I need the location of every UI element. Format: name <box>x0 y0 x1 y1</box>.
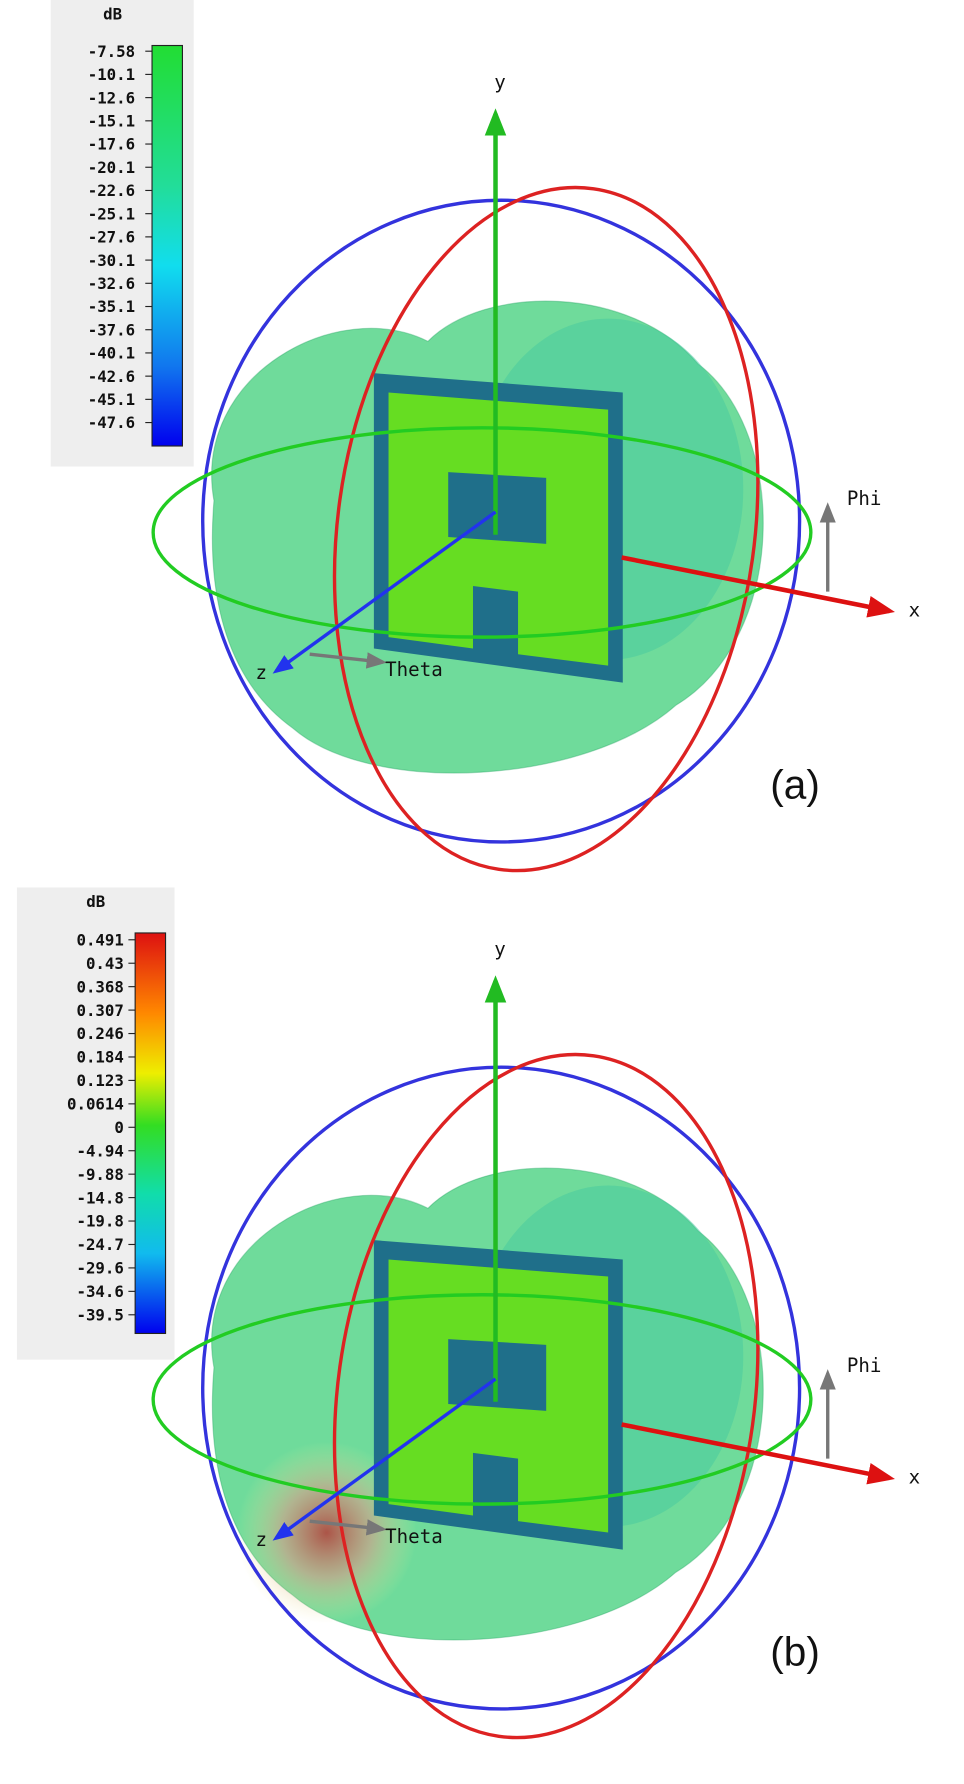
colorbar-label: -17.6 <box>88 135 135 154</box>
panel: y x z Theta Phi (b) dB 0.491 0.43 0.368 0.307 0.246… <box>16 887 921 1740</box>
colorbar-label: 0.246 <box>76 1024 123 1043</box>
colorbar-label: 0.307 <box>76 1001 123 1020</box>
colorbar-label: -40.1 <box>88 344 135 363</box>
hot-spot <box>236 1441 417 1624</box>
axis-label-y: y <box>494 938 506 961</box>
ring-red <box>332 185 760 873</box>
phi-label: Phi <box>847 487 882 510</box>
axis-label-y: y <box>494 71 506 94</box>
colorbar-label: -45.1 <box>88 390 135 409</box>
colorbar-label: -37.6 <box>88 320 135 339</box>
colorbar-label: 0.184 <box>76 1048 123 1067</box>
colorbar-label: -32.6 <box>88 274 135 293</box>
colorbar-label: -35.1 <box>88 297 135 316</box>
theta-arrow <box>309 1519 387 1536</box>
panel: y x z Theta Phi (a) dB -7.58 -10.1 -12.6 -15.1 -17.… <box>50 0 921 873</box>
axis-x <box>621 1422 895 1485</box>
theta-label: Theta <box>385 1525 443 1548</box>
colorbar-label: -24.7 <box>76 1235 123 1254</box>
colorbar-label: -12.6 <box>88 88 135 107</box>
colorbar-label: 0.491 <box>76 930 123 949</box>
colorbar-label: -42.6 <box>88 367 135 386</box>
axis-label-z: z <box>256 661 268 684</box>
caption: (a) <box>770 762 820 808</box>
ring-blue <box>201 1065 802 1711</box>
theta-label: Theta <box>385 658 443 681</box>
phi-label: Phi <box>847 1354 882 1377</box>
axis-z <box>272 1377 497 1541</box>
colorbar-label: -25.1 <box>88 204 135 223</box>
colorbar-label: -22.6 <box>88 181 135 200</box>
colorbar-label: -9.88 <box>76 1165 123 1184</box>
colorbar-label: -47.6 <box>88 413 135 432</box>
colorbar-label: -19.8 <box>76 1212 123 1231</box>
axis-label-x: x <box>909 1466 921 1489</box>
ring-blue <box>201 198 802 844</box>
colorbar-label: -15.1 <box>88 111 135 130</box>
ring-red <box>332 1052 760 1740</box>
colorbar-label: -4.94 <box>76 1141 123 1160</box>
colorbar <box>134 932 167 1335</box>
axis-z <box>272 510 497 674</box>
ring-green <box>151 426 813 639</box>
colorbar-label: 0.0614 <box>67 1094 124 1113</box>
ring-green <box>151 1293 813 1506</box>
colorbar-unit: dB <box>103 4 122 23</box>
colorbar-label: -30.1 <box>88 251 135 270</box>
colorbar-label: -29.6 <box>76 1259 123 1278</box>
colorbar-label: 0.123 <box>76 1071 123 1090</box>
axis-label-x: x <box>909 599 921 622</box>
caption: (b) <box>770 1628 820 1674</box>
colorbar-label: -34.6 <box>76 1282 123 1301</box>
axis-label-z: z <box>256 1528 268 1551</box>
colorbar <box>151 44 184 447</box>
colorbar-label: -39.5 <box>76 1305 123 1324</box>
axis-x <box>621 555 895 618</box>
colorbar-unit: dB <box>86 892 105 911</box>
colorbar-label: -20.1 <box>88 158 135 177</box>
colorbar-label: -14.8 <box>76 1188 123 1207</box>
theta-arrow <box>309 652 387 669</box>
colorbar-label: -27.6 <box>88 227 135 246</box>
colorbar-label: 0 <box>114 1118 123 1137</box>
colorbar-label: -10.1 <box>88 65 135 84</box>
colorbar-label: 0.368 <box>76 977 123 996</box>
colorbar-label: -7.58 <box>88 42 135 61</box>
colorbar-label: 0.43 <box>86 954 124 973</box>
